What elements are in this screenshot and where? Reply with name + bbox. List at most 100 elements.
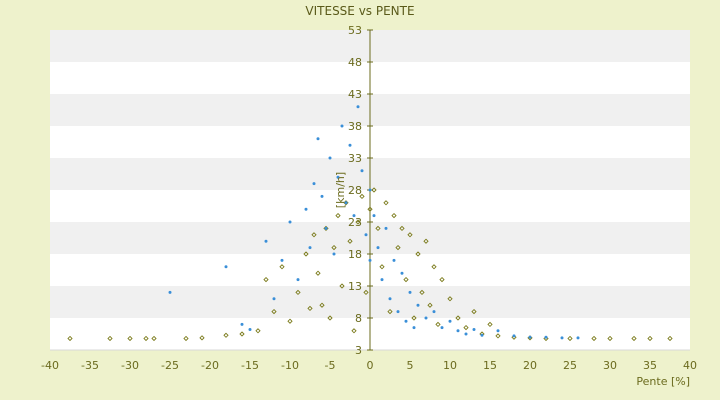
data-point (631, 335, 637, 342)
data-point (240, 322, 244, 326)
data-point (359, 193, 365, 200)
data-point (319, 302, 325, 308)
x-tick-label: 35 (643, 359, 657, 372)
data-point (423, 238, 429, 244)
data-point (271, 308, 277, 315)
data-point (324, 226, 328, 230)
data-point (399, 225, 405, 232)
x-tick-label: -5 (325, 359, 336, 372)
data-point (288, 220, 292, 224)
x-tick-label: 10 (443, 359, 457, 372)
data-point (368, 188, 372, 192)
data-point (143, 335, 149, 342)
data-point (295, 289, 301, 296)
data-point (331, 244, 337, 251)
data-point (376, 246, 380, 250)
data-points (67, 105, 673, 342)
data-point (528, 335, 532, 339)
data-point (384, 226, 388, 230)
data-point (364, 233, 368, 237)
chart-title: VITESSE vs PENTE (305, 4, 414, 18)
data-point (279, 264, 285, 270)
data-point (307, 305, 313, 312)
data-point (411, 315, 417, 321)
data-point (647, 335, 653, 342)
data-point (387, 308, 393, 315)
data-point (396, 310, 400, 314)
data-point (355, 219, 361, 225)
data-point (380, 278, 384, 282)
data-point (391, 212, 397, 219)
data-point (591, 335, 597, 342)
data-point (67, 335, 73, 342)
data-point (239, 331, 245, 337)
y-tick-label: 33 (348, 152, 362, 165)
data-point (424, 316, 428, 320)
x-tick-label: 0 (367, 359, 374, 372)
data-point (344, 201, 348, 205)
data-point (363, 289, 369, 296)
data-point (328, 156, 332, 160)
data-point (264, 239, 268, 243)
data-point (375, 225, 381, 232)
data-point (456, 329, 460, 333)
data-point (487, 321, 493, 328)
x-tick-label: -25 (161, 359, 179, 372)
data-point (404, 319, 408, 323)
y-tick-label: 18 (348, 248, 362, 261)
data-point (448, 319, 452, 323)
data-point (392, 258, 396, 262)
data-point (360, 169, 364, 173)
data-point (312, 182, 316, 186)
data-point (432, 310, 436, 314)
y-axis-label: [km/h] (334, 172, 347, 208)
y-tick-label: 8 (355, 312, 362, 325)
data-point (340, 124, 344, 128)
data-point (463, 324, 469, 331)
data-point (263, 276, 269, 283)
data-point (447, 296, 453, 302)
data-point (223, 332, 229, 338)
data-point (304, 207, 308, 211)
data-point (576, 336, 580, 340)
data-point (607, 335, 613, 342)
y-tick-label: 38 (348, 120, 362, 133)
data-point (439, 276, 445, 283)
y-tick-label: 28 (348, 184, 362, 197)
data-point (512, 334, 516, 338)
y-tick-label: 48 (348, 56, 362, 69)
data-point (183, 335, 189, 342)
data-point (316, 137, 320, 141)
data-point (419, 289, 425, 296)
x-tick-labels: -40 -35 -30 -25 -20 -15 -10 -5 0 5 10 15 20 25 30 35 40 (41, 359, 697, 372)
data-point (336, 175, 340, 179)
data-point (567, 335, 573, 342)
data-point (400, 271, 404, 275)
x-tick-label: -20 (201, 359, 219, 372)
data-point (455, 315, 461, 321)
data-point (408, 290, 412, 294)
data-point (315, 270, 321, 276)
x-tick-label: 15 (483, 359, 497, 372)
data-point (352, 214, 356, 218)
data-point (395, 244, 401, 251)
data-point (416, 303, 420, 307)
data-point (480, 333, 484, 337)
data-point (280, 258, 284, 262)
x-tick-label: -10 (281, 359, 299, 372)
data-point (464, 332, 468, 336)
data-point (332, 252, 336, 256)
x-tick-label: 5 (407, 359, 414, 372)
data-point (440, 326, 444, 330)
data-point (435, 321, 441, 328)
data-point (348, 143, 352, 147)
data-point (495, 333, 501, 339)
data-point (412, 326, 416, 330)
data-point (347, 238, 353, 244)
x-tick-label: 30 (603, 359, 617, 372)
data-point (327, 315, 333, 321)
data-point (388, 297, 392, 301)
data-point (403, 276, 409, 283)
data-point (248, 328, 252, 332)
